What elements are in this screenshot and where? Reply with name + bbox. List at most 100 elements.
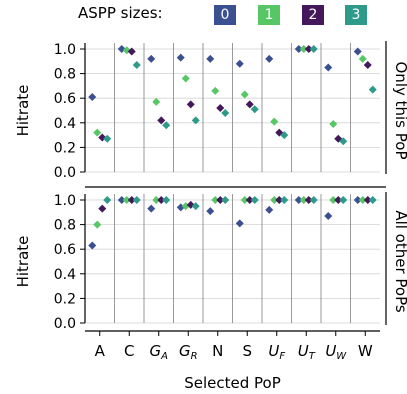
marker-series-3: [250, 105, 259, 114]
marker-series-1: [211, 196, 220, 204]
y-axis-label: Hitrate: [14, 85, 32, 137]
marker-series-2: [186, 100, 195, 109]
marker-series-0: [324, 63, 333, 72]
marker-series-2: [216, 196, 225, 204]
marker-series-0: [235, 59, 244, 68]
marker-series-1: [152, 97, 161, 106]
marker-series-1: [358, 196, 367, 204]
marker-series-3: [162, 196, 171, 204]
y-tick-label: 0.6: [54, 91, 76, 107]
marker-series-3: [339, 137, 348, 146]
x-tick-label-N: N: [212, 342, 223, 360]
marker-series-1: [93, 128, 102, 137]
marker-series-2: [275, 196, 284, 204]
x-tick-label-A: A: [95, 342, 106, 360]
marker-series-1: [270, 196, 279, 204]
marker-series-1: [358, 54, 367, 63]
marker-series-1: [299, 196, 308, 204]
marker-series-2: [363, 196, 372, 204]
marker-series-2: [304, 196, 313, 204]
marker-series-2: [127, 47, 136, 56]
y-tick-label: 0.2: [54, 291, 76, 307]
marker-series-2: [363, 60, 372, 69]
marker-series-3: [162, 121, 171, 130]
y-tick-label: 1.0: [54, 193, 76, 209]
marker-series-0: [117, 196, 126, 204]
y-tick-label: 0.4: [54, 267, 76, 283]
marker-series-3: [339, 196, 348, 204]
x-tick-label-G_A: GA: [150, 342, 169, 362]
y-tick-label: 0.6: [54, 242, 76, 258]
marker-series-0: [353, 47, 362, 56]
y-tick-label: 0.8: [54, 67, 76, 83]
marker-series-3: [309, 196, 318, 204]
marker-series-0: [353, 196, 362, 204]
legend-swatch-1: 1: [258, 5, 280, 25]
x-tick-label-U_F: UF: [268, 342, 285, 362]
marker-series-3: [221, 196, 230, 204]
marker-series-1: [270, 117, 279, 126]
y-tick-label: 1.0: [54, 42, 76, 58]
marker-series-3: [191, 202, 200, 211]
x-tick-label-U_T: UT: [298, 342, 316, 362]
marker-series-0: [147, 204, 156, 213]
marker-series-2: [245, 196, 254, 204]
marker-series-3: [309, 45, 318, 53]
legend-title: ASPP sizes:: [78, 4, 163, 22]
marker-series-2: [245, 100, 254, 109]
marker-series-1: [93, 220, 102, 229]
marker-series-3: [191, 116, 200, 125]
x-tick-label-W: W: [358, 342, 373, 360]
x-tick-label-G_R: GR: [179, 342, 198, 362]
panel-label: All other PoPs: [392, 210, 407, 313]
marker-series-1: [122, 196, 131, 204]
y-tick-label: 0.0: [54, 316, 76, 332]
marker-series-3: [221, 108, 230, 117]
marker-series-1: [211, 86, 220, 95]
marker-series-1: [329, 120, 338, 129]
legend: ASPP sizes: 0 1 2 3: [0, 0, 407, 30]
marker-series-3: [280, 196, 289, 204]
marker-series-3: [250, 196, 259, 204]
marker-series-1: [240, 90, 249, 99]
marker-series-0: [176, 53, 185, 62]
marker-series-0: [324, 211, 333, 220]
legend-swatch-3: 3: [345, 5, 367, 25]
marker-series-2: [98, 204, 107, 213]
marker-series-0: [88, 241, 97, 250]
marker-series-2: [216, 104, 225, 113]
legend-swatch-2: 2: [302, 5, 324, 25]
marker-series-0: [265, 54, 274, 63]
marker-series-0: [147, 54, 156, 63]
marker-series-1: [299, 45, 308, 53]
marker-series-0: [88, 92, 97, 101]
panel-label: Only this PoP: [392, 62, 407, 160]
legend-swatch-0: 0: [214, 5, 236, 25]
marker-series-2: [334, 196, 343, 204]
marker-series-3: [368, 85, 377, 94]
marker-series-0: [206, 207, 215, 216]
y-tick-label: 0.0: [54, 165, 76, 181]
marker-series-3: [132, 196, 141, 204]
marker-series-1: [181, 74, 190, 83]
marker-series-2: [157, 196, 166, 204]
marker-series-1: [329, 196, 338, 204]
marker-series-3: [368, 196, 377, 204]
marker-series-0: [206, 54, 215, 63]
x-tick-label-U_W: UW: [325, 342, 347, 362]
marker-series-1: [152, 196, 161, 204]
x-tick-label-C: C: [124, 342, 134, 360]
marker-series-2: [157, 116, 166, 125]
y-tick-label: 0.2: [54, 140, 76, 156]
y-axis-label: Hitrate: [14, 236, 32, 288]
marker-series-3: [132, 60, 141, 69]
marker-series-0: [265, 205, 274, 214]
marker-series-2: [127, 196, 136, 204]
marker-series-3: [280, 131, 289, 140]
marker-series-0: [235, 219, 244, 228]
y-tick-label: 0.4: [54, 116, 76, 132]
marker-series-3: [103, 196, 112, 204]
x-tick-label-S: S: [242, 342, 252, 360]
marker-series-3: [103, 134, 112, 143]
